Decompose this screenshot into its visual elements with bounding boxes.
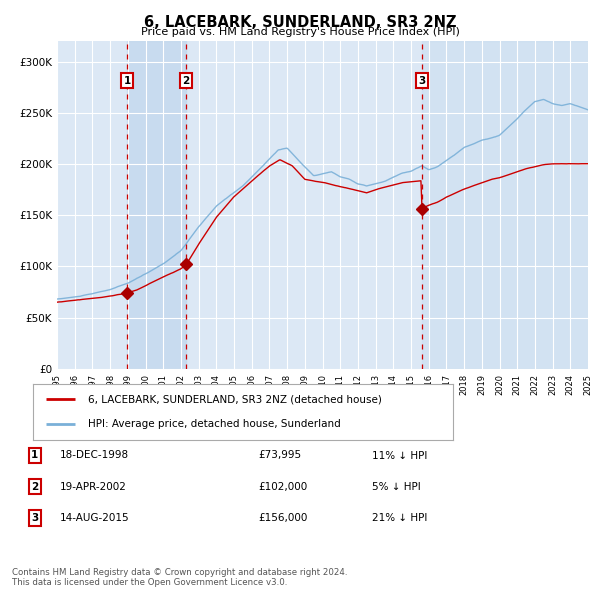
Text: 11% ↓ HPI: 11% ↓ HPI bbox=[372, 451, 427, 460]
Text: 2: 2 bbox=[31, 482, 38, 491]
Text: £73,995: £73,995 bbox=[258, 451, 301, 460]
Text: HPI: Average price, detached house, Sunderland: HPI: Average price, detached house, Sund… bbox=[88, 419, 340, 429]
Bar bbox=[127, 41, 186, 369]
Text: 14-AUG-2015: 14-AUG-2015 bbox=[60, 513, 130, 523]
Text: 3: 3 bbox=[418, 76, 425, 86]
Text: 2: 2 bbox=[182, 76, 190, 86]
Text: Contains HM Land Registry data © Crown copyright and database right 2024.
This d: Contains HM Land Registry data © Crown c… bbox=[12, 568, 347, 587]
Text: £102,000: £102,000 bbox=[258, 482, 307, 491]
Text: 1: 1 bbox=[31, 451, 38, 460]
Text: 18-DEC-1998: 18-DEC-1998 bbox=[60, 451, 129, 460]
Text: 3: 3 bbox=[31, 513, 38, 523]
Text: 5% ↓ HPI: 5% ↓ HPI bbox=[372, 482, 421, 491]
Text: Price paid vs. HM Land Registry's House Price Index (HPI): Price paid vs. HM Land Registry's House … bbox=[140, 27, 460, 37]
Text: 1: 1 bbox=[124, 76, 131, 86]
Text: £156,000: £156,000 bbox=[258, 513, 307, 523]
Text: 19-APR-2002: 19-APR-2002 bbox=[60, 482, 127, 491]
Text: 21% ↓ HPI: 21% ↓ HPI bbox=[372, 513, 427, 523]
Text: 6, LACEBARK, SUNDERLAND, SR3 2NZ: 6, LACEBARK, SUNDERLAND, SR3 2NZ bbox=[144, 15, 456, 30]
Bar bbox=[422, 41, 588, 369]
Text: 6, LACEBARK, SUNDERLAND, SR3 2NZ (detached house): 6, LACEBARK, SUNDERLAND, SR3 2NZ (detach… bbox=[88, 394, 382, 404]
